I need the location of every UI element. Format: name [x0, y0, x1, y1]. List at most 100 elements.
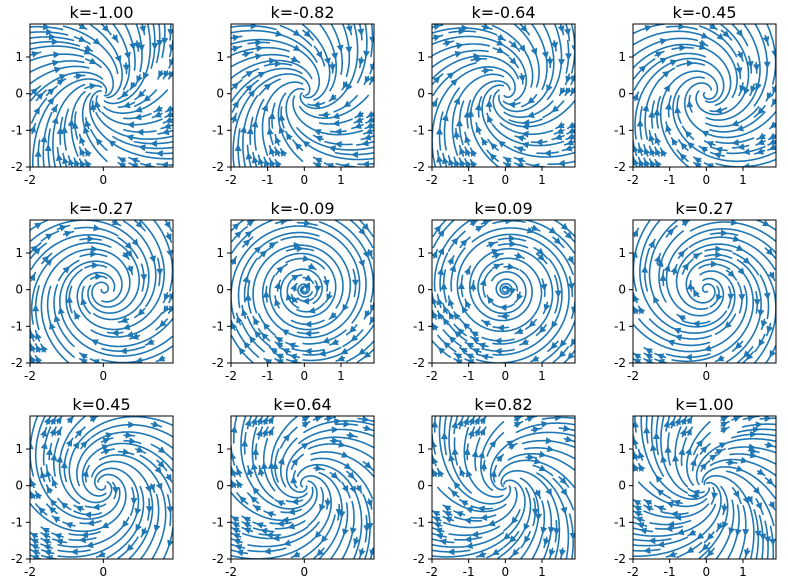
stream-arrow	[166, 249, 173, 258]
stream-arrow	[260, 461, 268, 470]
stream-arrow	[474, 103, 482, 111]
stream-arrow	[242, 522, 251, 529]
stream-arrow	[565, 75, 572, 83]
stream-arrow	[432, 469, 439, 478]
stream-arrow	[302, 140, 311, 148]
stream-arrow	[746, 60, 754, 69]
stream-arrow	[733, 416, 741, 423]
stream-arrow	[465, 506, 474, 514]
stream-arrow	[648, 133, 656, 142]
stream-arrow	[757, 309, 765, 317]
stream-arrow	[40, 429, 47, 437]
stream-arrow	[118, 162, 127, 167]
y-tick-label: 1	[417, 50, 425, 64]
stream-arrow	[450, 489, 459, 498]
stream-arrow	[169, 58, 173, 67]
stream-arrow	[677, 315, 686, 322]
stream-arrow	[667, 339, 676, 347]
stream-arrow	[571, 45, 575, 53]
stream-arrow	[556, 121, 565, 128]
stream-arrow	[242, 239, 251, 247]
y-tick-label: 1	[15, 442, 23, 456]
stream-arrow	[303, 30, 312, 38]
stream-arrow	[244, 230, 253, 238]
stream-arrow	[124, 241, 133, 250]
stream-arrow	[432, 76, 441, 84]
stream-arrow	[475, 55, 483, 63]
stream-arrow	[662, 70, 670, 78]
stream-arrow	[667, 520, 675, 528]
stream-arrow	[766, 92, 774, 101]
x-tick-label: -1	[463, 369, 475, 383]
stream-arrow	[449, 264, 457, 273]
stream-arrow	[520, 338, 529, 345]
streamlines	[30, 416, 173, 559]
stream-arrow	[294, 142, 303, 151]
stream-arrow	[655, 51, 663, 58]
stream-arrow	[692, 253, 701, 260]
stream-arrow	[241, 308, 248, 317]
stream-arrow	[458, 27, 466, 35]
stream-arrow	[366, 523, 374, 531]
stream-arrow	[332, 119, 340, 127]
stream-arrow	[166, 105, 173, 112]
stream-arrow	[527, 111, 535, 119]
axes-frame	[632, 415, 777, 560]
stream-arrow	[767, 271, 775, 280]
stream-arrow	[163, 305, 170, 314]
stream-arrow	[715, 449, 724, 456]
stream-arrow	[233, 538, 241, 546]
stream-arrow	[564, 231, 573, 240]
stream-arrow	[559, 477, 567, 485]
stream-arrow	[638, 306, 646, 315]
stream-arrow	[716, 293, 723, 302]
stream-arrow	[244, 293, 252, 301]
stream-arrow	[282, 348, 290, 355]
stream-arrow	[457, 328, 465, 336]
stream-arrow	[326, 293, 333, 301]
stream-arrow	[119, 347, 127, 355]
y-tick-label: 1	[417, 246, 425, 260]
stream-arrow	[736, 244, 744, 251]
stream-arrow	[653, 108, 661, 116]
stream-arrow	[165, 473, 172, 482]
stream-arrow	[80, 297, 88, 306]
stream-arrow	[568, 121, 575, 129]
stream-arrow	[361, 139, 369, 147]
stream-arrow	[564, 144, 573, 152]
stream-arrow	[150, 140, 157, 148]
stream-arrow	[122, 64, 130, 72]
stream-arrow	[313, 129, 322, 136]
stream-arrow	[471, 530, 479, 538]
stream-arrow	[696, 439, 703, 448]
stream-arrow	[500, 312, 508, 320]
stream-arrow	[435, 127, 443, 135]
stream-arrow	[124, 51, 131, 60]
stream-arrow	[742, 496, 750, 505]
stream-arrow	[94, 100, 101, 108]
stream-arrow	[654, 255, 661, 263]
stream-arrow	[135, 220, 143, 229]
stream-arrow	[447, 256, 454, 265]
stream-arrow	[762, 36, 770, 44]
stream-arrow	[31, 549, 40, 557]
stream-arrow	[95, 273, 103, 280]
stream-arrow	[507, 263, 515, 270]
stream-arrow	[633, 353, 642, 360]
x-tick-label: -2	[627, 369, 639, 383]
stream-arrow	[246, 127, 254, 135]
stream-arrow	[281, 329, 290, 336]
x-tick-label: 1	[337, 369, 345, 383]
stream-arrow	[443, 505, 452, 512]
stream-arrow	[55, 416, 62, 425]
stream-arrow	[557, 25, 565, 33]
stream-arrow	[239, 495, 247, 504]
stream-arrow	[30, 538, 39, 546]
stream-arrow	[335, 508, 343, 517]
stream-arrow	[101, 24, 110, 32]
stream-arrow	[290, 283, 297, 292]
stream-arrow	[291, 55, 299, 63]
stream-arrow	[743, 350, 751, 358]
stream-arrow	[541, 51, 549, 59]
stream-arrow	[480, 514, 488, 521]
